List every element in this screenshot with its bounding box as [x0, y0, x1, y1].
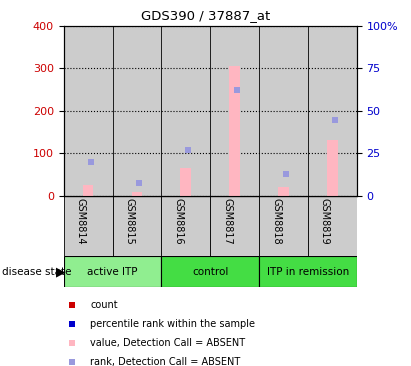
Bar [180, 168, 191, 196]
Text: disease state: disease state [2, 267, 72, 277]
Bar [64, 256, 162, 287]
Bar [308, 26, 357, 196]
Bar [278, 187, 289, 196]
Bar [162, 26, 210, 196]
Text: ITP in remission: ITP in remission [267, 267, 349, 277]
Bar [113, 196, 162, 256]
Bar [259, 256, 357, 287]
Bar [259, 26, 308, 196]
Text: GSM8819: GSM8819 [320, 198, 330, 244]
Text: control: control [192, 267, 229, 277]
Bar [229, 66, 240, 196]
Text: GDS390 / 37887_at: GDS390 / 37887_at [141, 9, 270, 22]
Bar [64, 26, 113, 196]
Text: ▶: ▶ [56, 265, 66, 278]
Bar [308, 196, 357, 256]
Text: GSM8817: GSM8817 [222, 198, 232, 244]
Bar [162, 256, 259, 287]
Text: GSM8818: GSM8818 [271, 198, 281, 244]
Bar [210, 26, 259, 196]
Text: count: count [90, 300, 118, 310]
Text: GSM8814: GSM8814 [76, 198, 85, 244]
Text: GSM8816: GSM8816 [173, 198, 183, 244]
Text: value, Detection Call = ABSENT: value, Detection Call = ABSENT [90, 338, 245, 348]
Text: GSM8815: GSM8815 [125, 198, 134, 244]
Bar [132, 191, 142, 196]
Bar [327, 141, 338, 196]
Text: rank, Detection Call = ABSENT: rank, Detection Call = ABSENT [90, 357, 240, 366]
Bar [83, 185, 93, 196]
Bar [64, 196, 113, 256]
Bar [113, 26, 162, 196]
Text: active ITP: active ITP [87, 267, 138, 277]
Bar [259, 196, 308, 256]
Bar [162, 196, 210, 256]
Bar [210, 196, 259, 256]
Text: percentile rank within the sample: percentile rank within the sample [90, 319, 255, 329]
